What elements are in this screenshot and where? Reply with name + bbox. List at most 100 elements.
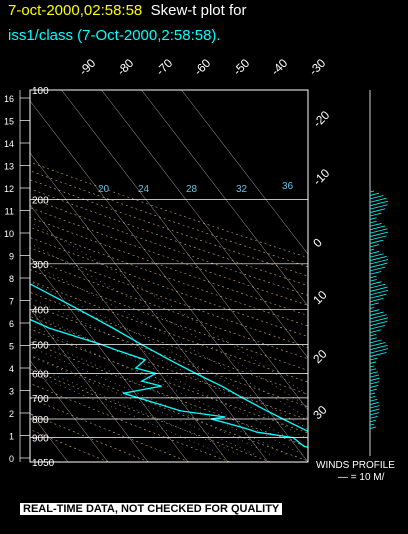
- wind-barb: [369, 228, 388, 234]
- wind-barb: [369, 396, 376, 399]
- wind-barb: [369, 392, 375, 395]
- mixing-ratio-label: 32: [236, 184, 248, 195]
- quality-disclaimer: REAL-TIME DATA, NOT CHECKED FOR QUALITY: [20, 503, 283, 515]
- dry-adiabat: [30, 341, 308, 448]
- temperature-tick-label: 30: [310, 403, 330, 423]
- dry-adiabat: [30, 397, 190, 462]
- wind-barb: [369, 259, 389, 265]
- pressure-label: 200: [32, 196, 49, 207]
- plot-frame: [29, 89, 309, 463]
- wind-barb: [369, 289, 389, 296]
- wind-barb: [369, 419, 376, 423]
- mixing-ratio-label: 28: [186, 184, 198, 195]
- isotherm: [30, 360, 109, 462]
- temperature-tick-label: -50: [230, 56, 252, 78]
- height-tick-label: 1: [9, 432, 14, 442]
- wind-barb: [369, 298, 384, 303]
- height-tick-label: 14: [4, 139, 14, 149]
- mixing-ratio-label: 20: [98, 184, 110, 195]
- pressure-label: 600: [32, 369, 49, 380]
- wind-barb: [369, 283, 386, 289]
- height-tick-label: 6: [9, 319, 14, 329]
- wind-barb: [369, 408, 380, 412]
- dry-adiabat: [30, 216, 308, 316]
- height-tick-label: 12: [4, 184, 14, 194]
- wind-barb: [369, 412, 380, 416]
- wind-barb: [369, 405, 380, 409]
- wind-barb: [369, 208, 386, 213]
- isotherm: [30, 204, 229, 462]
- wind-barb: [369, 374, 380, 378]
- isotherm: [61, 90, 308, 411]
- wind-barb: [369, 357, 378, 361]
- profile-lines: [30, 283, 308, 448]
- temperature-tick-label: -80: [114, 56, 136, 78]
- wind-barb: [369, 302, 379, 306]
- dry-adiabat: [30, 292, 308, 395]
- wind-barb: [369, 266, 386, 272]
- wind-barb: [369, 377, 380, 381]
- height-tick-label: 4: [9, 364, 14, 374]
- wind-barb: [369, 244, 380, 248]
- wind-barb: [369, 200, 389, 207]
- wind-barb: [369, 423, 375, 426]
- wind-barb: [369, 334, 377, 337]
- wind-barb: [369, 271, 382, 275]
- dry-adiabat: [30, 280, 308, 383]
- wind-barb: [369, 275, 377, 279]
- wind-barb: [369, 384, 379, 388]
- pressure-label: 300: [32, 260, 49, 271]
- moist-adiabat: [30, 297, 308, 440]
- dry-adiabat: [30, 237, 308, 337]
- dry-adiabat: [30, 179, 308, 277]
- height-tick-label: 16: [4, 94, 14, 104]
- pressure-label: 1050: [32, 458, 55, 469]
- pressure-label: 500: [32, 341, 49, 352]
- wind-barb: [369, 190, 375, 193]
- wind-barb: [369, 231, 389, 237]
- wind-barb: [369, 368, 377, 371]
- pressure-label: 900: [32, 434, 49, 445]
- wind-barb: [369, 192, 380, 196]
- wind-barb: [369, 307, 375, 309]
- temperature-tick-label: -20: [310, 108, 332, 130]
- height-tick-label: 8: [9, 274, 14, 284]
- temperature-profile: [30, 283, 308, 433]
- height-tick-label: 15: [4, 117, 14, 127]
- height-tick-label: 13: [4, 162, 14, 172]
- wind-barb: [369, 361, 377, 364]
- winds-profile-scale: — = 10 M/: [338, 472, 385, 483]
- wind-barb: [369, 262, 388, 268]
- mixing-ratio-label: 36: [282, 181, 294, 192]
- temperature-tick-label: 0: [310, 235, 325, 250]
- wind-barb: [369, 371, 378, 375]
- height-tick-label: 0: [9, 454, 14, 464]
- wind-barb: [369, 339, 382, 344]
- winds-profile-label: WINDS PROFILE: [316, 460, 395, 471]
- wind-barb: [369, 426, 377, 429]
- wind-barb: [369, 239, 384, 244]
- temperature-tick-label: -70: [153, 56, 175, 78]
- pressure-label: 800: [32, 415, 49, 426]
- temperature-tick-label: -90: [76, 56, 98, 78]
- wind-barb: [369, 204, 388, 210]
- title-text: Skew-t plot for: [150, 2, 247, 19]
- height-tick-label: 3: [9, 387, 14, 397]
- temperature-tick-label: -30: [306, 56, 328, 78]
- pressure-label: 400: [32, 305, 49, 316]
- dry-adiabat: [30, 197, 308, 296]
- wind-barb: [369, 281, 382, 285]
- wind-barb: [369, 337, 377, 340]
- wind-barb: [369, 235, 387, 241]
- moist-adiabat: [30, 336, 287, 455]
- height-tick-label: 2: [9, 409, 14, 419]
- wind-barb: [369, 195, 384, 200]
- wind-barb: [369, 253, 384, 258]
- temperature-tick-label: 20: [310, 347, 330, 367]
- wind-barb: [369, 324, 386, 330]
- wind-barb: [369, 256, 387, 261]
- isotherm: [141, 90, 308, 307]
- chart-title: 7-oct-2000,02:58:58 Skew-t plot for: [8, 2, 247, 19]
- wind-barb: [369, 311, 384, 316]
